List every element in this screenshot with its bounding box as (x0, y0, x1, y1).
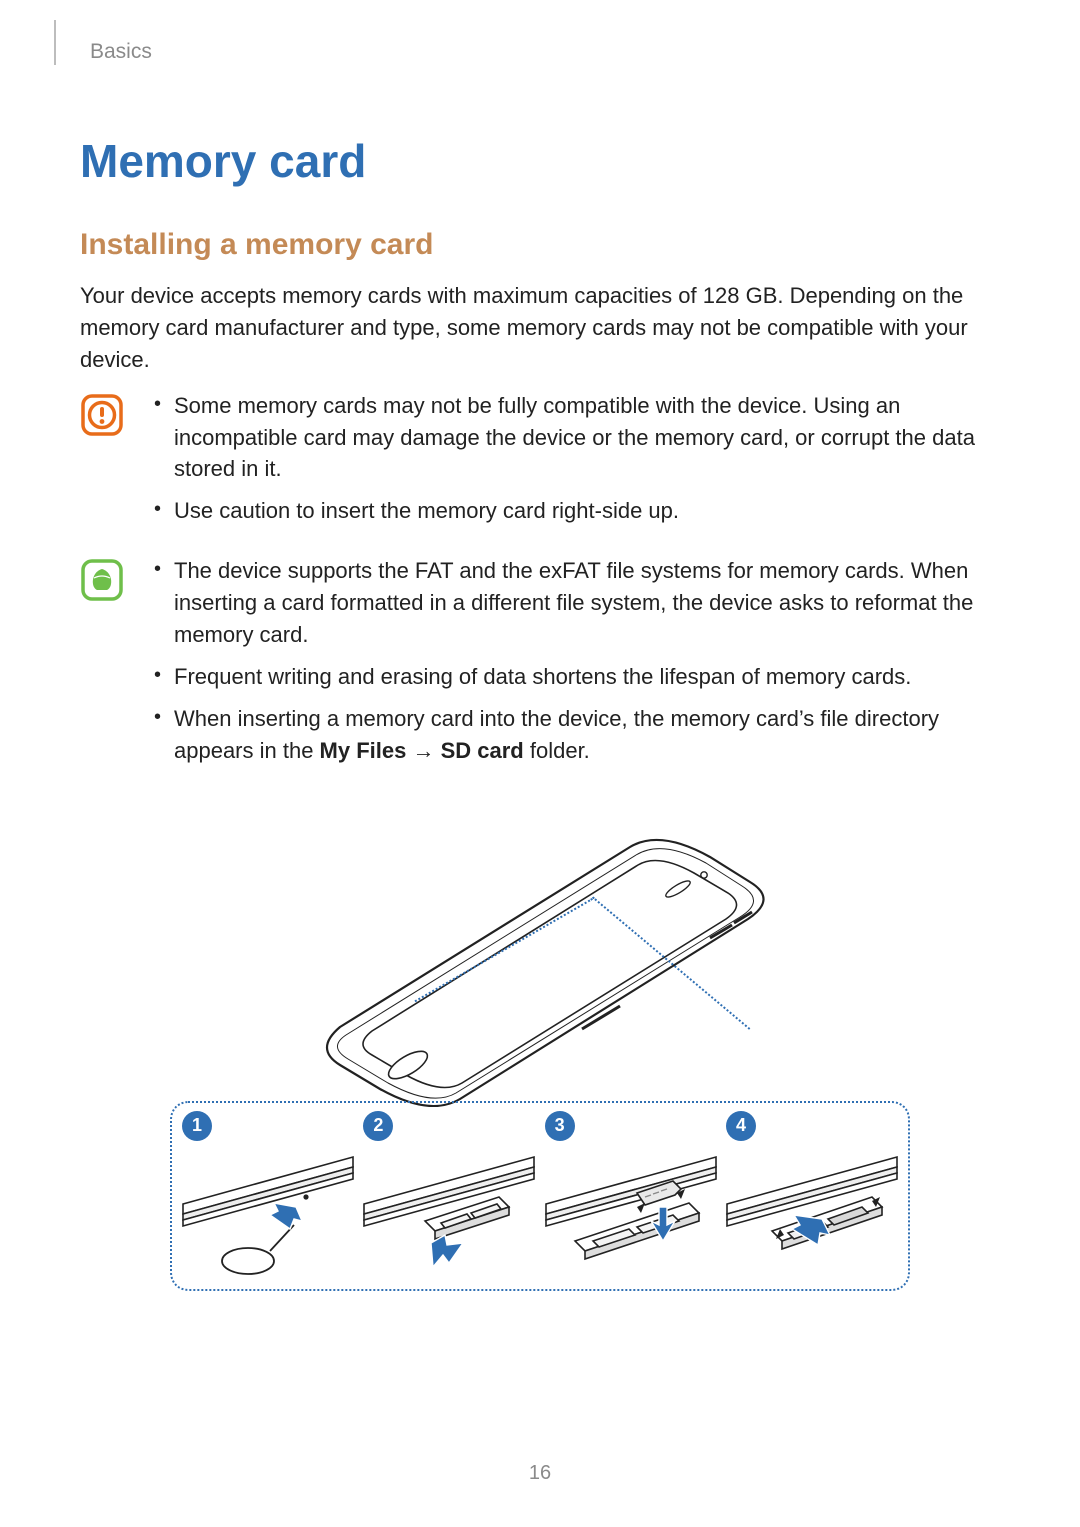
page-number: 16 (0, 1462, 1080, 1485)
note-item: The device supports the FAT and the exFA… (148, 555, 1000, 651)
note-callout: The device supports the FAT and the exFA… (80, 555, 1000, 776)
step-illustration (359, 1147, 539, 1281)
note-bold: My Files (320, 738, 407, 763)
note-text: folder. (524, 738, 590, 763)
subsection-title: Installing a memory card (80, 228, 1000, 262)
step-1: 1 (178, 1111, 358, 1281)
step-illustration (722, 1147, 902, 1281)
note-list: The device supports the FAT and the exFA… (148, 555, 1000, 766)
step-3: 3 (541, 1111, 721, 1281)
intro-paragraph: Your device accepts memory cards with ma… (80, 280, 1000, 376)
warning-item: Use caution to insert the memory card ri… (148, 495, 1000, 527)
figure: 1 (170, 807, 910, 1291)
step-badge: 2 (363, 1111, 393, 1141)
section-label: Basics (90, 40, 1000, 64)
step-badge: 4 (726, 1111, 756, 1141)
phone-illustration (280, 807, 800, 1107)
warning-content: Some memory cards may not be fully compa… (148, 390, 1000, 538)
page: Basics Memory card Installing a memory c… (0, 0, 1080, 1527)
note-bold: SD card (441, 738, 524, 763)
step-4: 4 (722, 1111, 902, 1281)
note-content: The device supports the FAT and the exFA… (148, 555, 1000, 776)
step-2: 2 (359, 1111, 539, 1281)
warning-list: Some memory cards may not be fully compa… (148, 390, 1000, 528)
page-title: Memory card (80, 134, 1000, 188)
note-item: Frequent writing and erasing of data sho… (148, 661, 1000, 693)
step-illustration (541, 1147, 721, 1281)
steps-box: 1 (170, 1101, 910, 1291)
note-item: When inserting a memory card into the de… (148, 703, 1000, 767)
arrow-glyph: → (406, 738, 440, 763)
step-badge: 1 (182, 1111, 212, 1141)
step-badge: 3 (545, 1111, 575, 1141)
warning-callout: Some memory cards may not be fully compa… (80, 390, 1000, 538)
warning-item: Some memory cards may not be fully compa… (148, 390, 1000, 486)
note-icon (80, 558, 124, 602)
header-rule (54, 20, 56, 65)
step-illustration (178, 1147, 358, 1281)
warning-icon (80, 393, 124, 437)
